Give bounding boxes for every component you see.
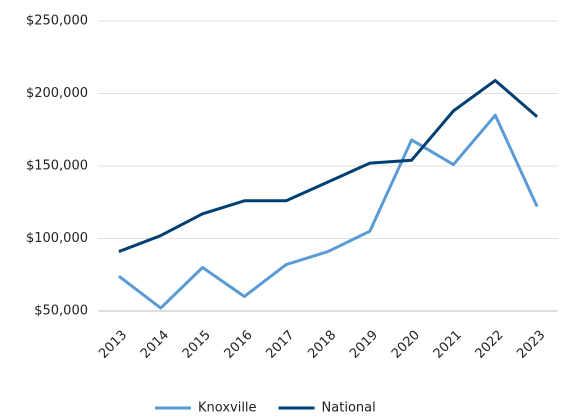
x-tick-label: 2017 [263,328,297,362]
x-tick-label: 2020 [389,328,423,362]
x-tick-label: 2016 [222,328,256,362]
x-tick-label: 2019 [347,328,381,362]
x-tick-label: 2022 [473,328,507,362]
y-tick-label: $150,000 [26,159,88,174]
y-tick-label: $250,000 [26,14,88,29]
y-tick-label: $50,000 [34,304,88,319]
line-series [117,113,539,310]
x-tick-label: 2015 [180,328,214,362]
y-tick-label: $200,000 [26,86,88,101]
legend-label: National [322,401,376,416]
x-tick-label: 2014 [138,328,172,362]
line-series [118,78,539,253]
x-tick-label: 2013 [96,328,130,362]
legend-label: Knoxville [198,401,257,416]
y-tick-label: $100,000 [26,231,88,246]
x-tick-label: 2023 [514,328,548,362]
x-tick-label: 2018 [305,328,339,362]
x-tick-label: 2021 [431,328,465,362]
